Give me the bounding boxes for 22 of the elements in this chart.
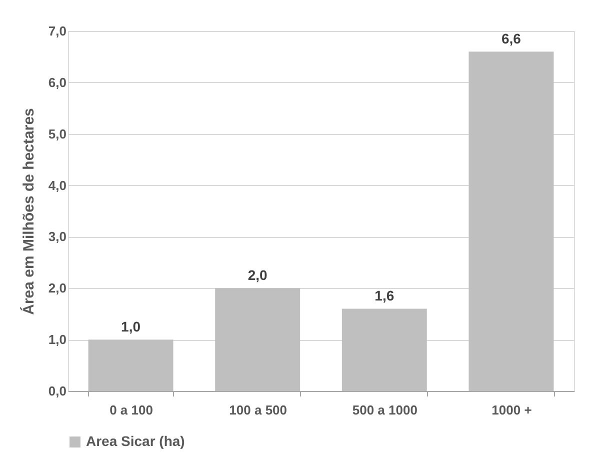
data-label: 1,0 — [121, 318, 141, 335]
y-tick-label: 2,0 — [48, 280, 66, 296]
y-tick-label: 0,0 — [48, 384, 66, 398]
y-tick-label: 1,0 — [48, 332, 66, 348]
data-label: 2,0 — [248, 267, 268, 284]
y-tick-label: 7,0 — [48, 24, 66, 38]
y-tick-label: 6,0 — [48, 74, 66, 90]
bar — [342, 308, 427, 391]
legend-label: Area Sicar (ha) — [86, 433, 185, 449]
bar — [215, 288, 300, 391]
data-label: 1,6 — [374, 288, 394, 304]
y-axis-title: Área em Milhões de hectares — [19, 108, 38, 315]
x-tick-label: 100 a 500 — [229, 402, 288, 418]
y-tick-label: 3,0 — [48, 229, 66, 244]
y-tick-label: 4,0 — [48, 178, 66, 193]
bar — [88, 340, 174, 391]
x-tick-label: 500 a 1000 — [352, 402, 418, 418]
data-label: 6,6 — [501, 30, 522, 47]
x-tick-label: 0 a 100 — [110, 402, 153, 418]
y-tick-label: 5,0 — [48, 126, 66, 142]
x-tick-label: 1000 + — [492, 402, 532, 418]
bar — [468, 52, 554, 391]
